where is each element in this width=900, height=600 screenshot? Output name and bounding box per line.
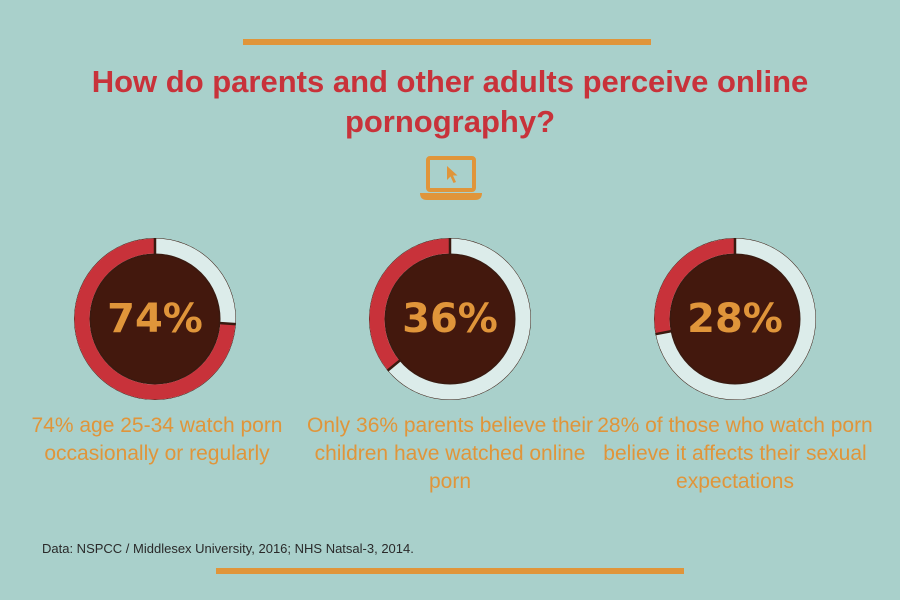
top-divider [243, 39, 651, 45]
bottom-divider [216, 568, 684, 574]
donut-separator [655, 329, 673, 336]
source-note: Data: NSPCC / Middlesex University, 2016… [42, 541, 414, 556]
donut-value-arc [369, 238, 451, 371]
laptop-icon [420, 156, 482, 200]
donut-center [671, 255, 799, 383]
donut-chart-1: 74% [70, 234, 240, 404]
donut-center [91, 255, 219, 383]
donut-value-arc [74, 238, 236, 400]
percent-label-3: 28% [687, 296, 783, 342]
donut-separator [386, 358, 402, 372]
donut-value-arc [654, 238, 736, 335]
donut-separator [218, 321, 236, 326]
donut-chart-2: 36% [365, 234, 535, 404]
caption-1: 74% age 25-34 watch porn occasionally or… [31, 414, 283, 465]
percent-label-2: 36% [402, 296, 498, 342]
percent-label-1: 74% [107, 296, 203, 342]
donut-chart-3: 28% [650, 234, 820, 404]
caption-3: 28% of those who watch porn believe it a… [597, 414, 873, 493]
caption-2: Only 36% parents believe their children … [307, 414, 593, 493]
donut-center [386, 255, 514, 383]
page-title: How do parents and other adults perceive… [91, 64, 809, 139]
